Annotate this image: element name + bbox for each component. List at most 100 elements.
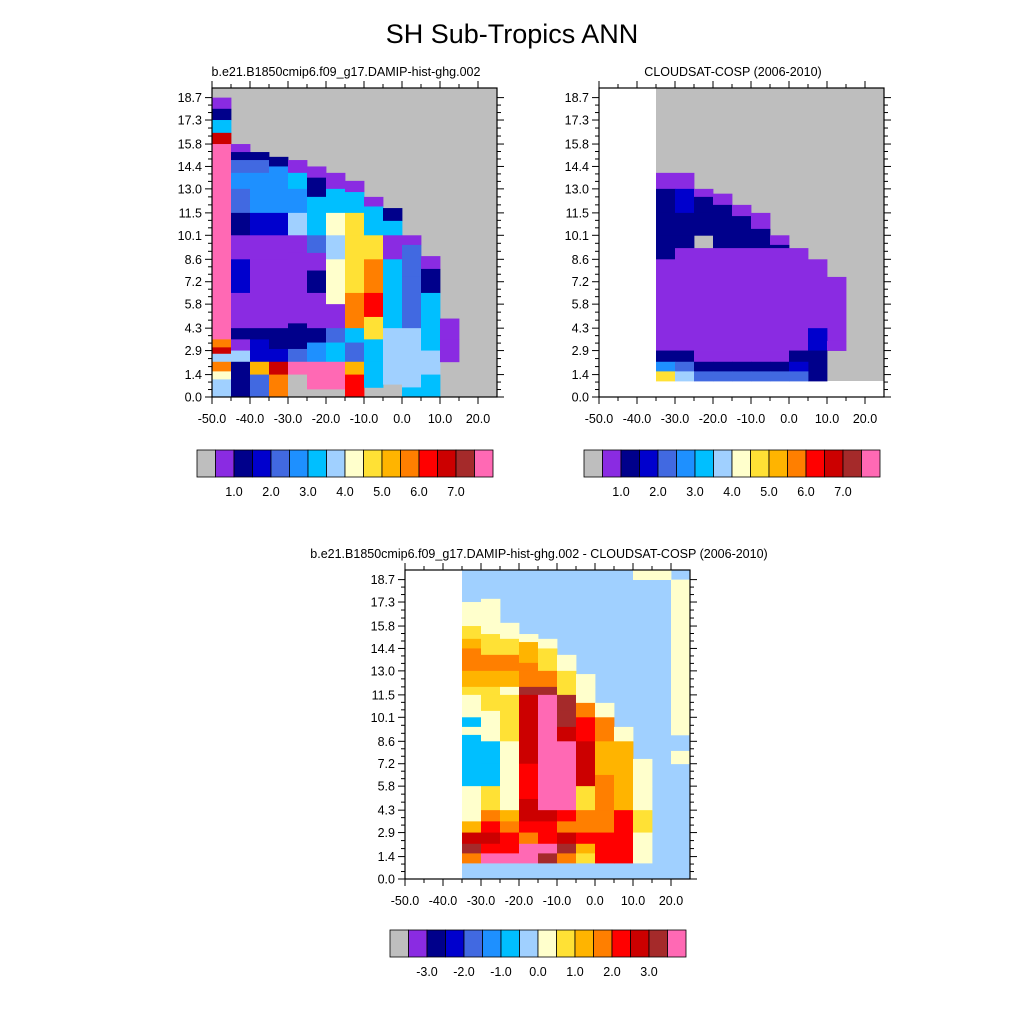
heatmap-cell [345, 292, 365, 329]
heatmap-cell [557, 810, 577, 822]
heatmap-cell [462, 614, 482, 627]
heatmap-cell [481, 614, 501, 635]
heatmap-cell [519, 832, 539, 845]
heatmap-cell [345, 361, 365, 375]
heatmap-cell [481, 853, 501, 864]
colorbar-swatch [474, 449, 494, 478]
colorbar-label: 3.0 [299, 485, 316, 499]
heatmap-cell [732, 371, 752, 382]
y-tick-label: 0.0 [572, 391, 589, 405]
heatmap-cells [212, 88, 497, 398]
heatmap-cell [671, 602, 691, 627]
heatmap-cell [231, 292, 251, 329]
heatmap-cell [519, 642, 539, 664]
heatmap-cell [462, 694, 482, 718]
heatmap-cell [500, 786, 520, 811]
y-tick-label: 5.8 [378, 780, 395, 794]
heatmap-cell [231, 235, 251, 260]
heatmap-cell [307, 328, 327, 343]
heatmap-cell [481, 763, 501, 787]
y-axis: 0.0 1.4 2.9 4.3 5.8 7.2 8.6 10.1 11.5 13.0 14.4 15.… [565, 91, 891, 405]
colorbar-swatch [630, 929, 650, 958]
heatmap-cell [307, 166, 327, 179]
heatmap-cell [212, 144, 232, 340]
heatmap-cell [770, 235, 790, 246]
colorbar-swatch [233, 449, 253, 478]
heatmap-cell [212, 108, 232, 121]
y-tick-label: 8.6 [572, 253, 589, 267]
heatmap-cell [345, 342, 365, 363]
colorbar-swatch [455, 449, 475, 478]
x-tick-label: 10.0 [621, 894, 645, 908]
y-tick-label: 8.6 [378, 735, 395, 749]
heatmap-cell [383, 328, 403, 363]
x-axis: -50.0 -40.0 -30.0 -20.0 -10.0 0.0 10.0 20.0 [198, 81, 490, 426]
colorbar-label: 2.0 [262, 485, 279, 499]
colorbar-swatch [639, 449, 659, 478]
heatmap-cell [751, 361, 771, 372]
y-tick-label: 13.0 [565, 182, 589, 196]
blank-region [405, 570, 462, 879]
colorbar-swatch [215, 449, 235, 478]
colorbar-label: 1.0 [612, 485, 629, 499]
heatmap-cell [595, 741, 615, 776]
heatmap-cell [751, 371, 771, 382]
heatmap-cell [694, 361, 714, 372]
heatmap-cell [269, 348, 289, 363]
heatmap-cell [364, 196, 384, 207]
x-tick-label: 20.0 [853, 412, 877, 426]
y-tick-label: 2.9 [572, 344, 589, 358]
heatmap-cell [364, 259, 384, 294]
colorbar-label: 5.0 [373, 485, 390, 499]
heatmap-cell [827, 340, 847, 351]
heatmap-cell [288, 172, 308, 190]
heatmap-cell [462, 806, 482, 822]
colorbar-swatch [400, 449, 420, 478]
heatmap-cell [557, 710, 577, 728]
colorbar-swatch [593, 929, 613, 958]
heatmap-cell [557, 821, 577, 833]
heatmap-cell [345, 374, 365, 398]
heatmap-cell [481, 634, 501, 656]
heatmap-cell [671, 750, 691, 765]
heatmap-cell [500, 686, 520, 696]
heatmap-cell [633, 758, 653, 787]
colorbar-swatch [426, 929, 446, 958]
heatmap-cell [481, 832, 501, 845]
heatmap-cell [231, 361, 251, 398]
heatmap-cell [614, 741, 634, 776]
heatmap-cell [440, 318, 460, 340]
colorbar-label: -1.0 [490, 965, 512, 979]
y-tick-label: 5.8 [572, 298, 589, 312]
heatmap-cell [269, 361, 289, 375]
y-tick-label: 7.2 [572, 275, 589, 289]
heatmap-cell [538, 810, 558, 822]
heatmap-cell [732, 204, 752, 217]
plot-frame [598, 87, 885, 398]
heatmap-cell [288, 212, 308, 236]
heatmap-cell [671, 626, 691, 672]
heatmap-cell [288, 374, 308, 398]
heatmap-cell [345, 235, 365, 294]
colorbar-swatch [307, 449, 327, 478]
heatmap-cell [595, 774, 615, 811]
heatmap-cell [421, 350, 441, 375]
colorbar-swatch [694, 449, 714, 478]
heatmap-cell [462, 832, 482, 845]
heatmap-cell [656, 371, 676, 382]
y-tick-label: 17.3 [371, 596, 395, 610]
heatmap-cell [288, 361, 308, 375]
heatmap-cell [713, 204, 733, 249]
y-tick-label: 4.3 [185, 322, 202, 336]
y-tick-label: 13.0 [371, 664, 395, 678]
heatmap-cell [231, 144, 251, 153]
heatmap-cell [500, 821, 520, 833]
heatmap-cell [462, 786, 482, 808]
heatmap-cell [656, 350, 676, 363]
heatmap-cell [500, 763, 520, 787]
heatmap-cell [462, 638, 482, 649]
heatmap-cell [288, 188, 308, 214]
x-tick-label: -20.0 [699, 412, 728, 426]
heatmap-cell [421, 292, 441, 351]
colorbar-swatch [437, 449, 457, 478]
